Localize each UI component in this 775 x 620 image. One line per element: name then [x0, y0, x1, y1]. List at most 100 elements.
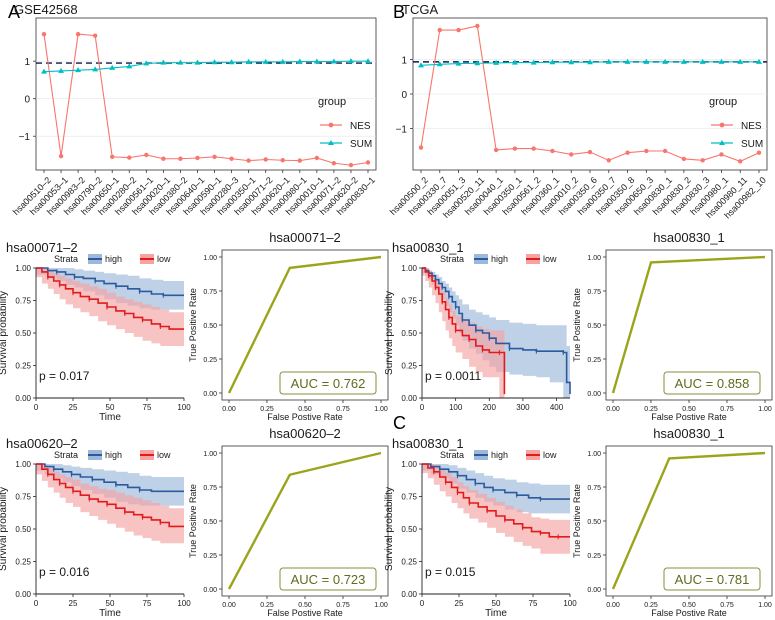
- x-tick-label: 1.00: [374, 602, 388, 609]
- x-tick-label: 0.25: [644, 602, 658, 609]
- data-point-sum: [330, 58, 337, 64]
- x-tick-label: 0: [34, 403, 39, 412]
- y-tick-label: 0.25: [401, 558, 417, 567]
- data-point-sum: [194, 59, 201, 65]
- y-tick-label: 1.00: [401, 460, 417, 469]
- data-point-sum: [245, 58, 252, 64]
- chart-roc3: hsa00620–2 0.00 0.25 0.50 0.75 1.00 0.00 0.25 0.…: [188, 426, 389, 618]
- data-point-sum: [365, 58, 371, 64]
- legend-label-nes: NES: [350, 121, 371, 132]
- panel-letter-c: C: [393, 413, 406, 433]
- data-point-nes: [280, 158, 285, 163]
- legend-marker: [719, 122, 725, 128]
- x-tick-label: 1.00: [374, 406, 388, 413]
- y-tick-label: 0.75: [587, 485, 601, 492]
- x-tick-label: 25: [69, 599, 78, 608]
- data-point-sum: [549, 59, 556, 65]
- y-tick-label: −1: [396, 125, 408, 136]
- x-axis-label: False Postive Rate: [267, 608, 343, 618]
- x-tick-label: 25: [455, 599, 464, 608]
- x-tick-label: 0.25: [260, 602, 274, 609]
- data-point-nes: [662, 148, 668, 154]
- y-tick-label: 0.00: [587, 391, 601, 398]
- y-tick-label: 0.50: [15, 329, 31, 338]
- y-tick-label: 0.00: [401, 394, 417, 403]
- data-point-sum: [643, 58, 650, 64]
- roc-curve: [227, 451, 382, 590]
- x-tick-label: 0: [420, 599, 425, 608]
- p-value: p = 0.016: [39, 565, 90, 579]
- y-tick-label: 0.25: [15, 362, 31, 371]
- y-tick-label: 0.00: [587, 587, 601, 594]
- x-tick-label: 0.00: [606, 406, 620, 413]
- chart-roc2: hsa00830_1 0.00 0.25 0.50 0.75 1.00 0.00 0.25 0.…: [572, 230, 773, 422]
- survival-curve-low: [36, 463, 184, 528]
- x-axis-label: Time: [485, 608, 507, 619]
- x-tick-label: 400: [550, 403, 564, 412]
- chart-title: hsa00071–2: [269, 230, 341, 245]
- x-axis-label: False Postive Rate: [651, 608, 727, 618]
- data-point-nes: [331, 161, 337, 166]
- p-value: p = 0.017: [39, 369, 90, 383]
- roc-curve: [611, 451, 766, 590]
- x-tick-label: 75: [143, 599, 152, 608]
- x-tick-label: 0.00: [222, 602, 236, 609]
- legend-label-high: high: [491, 254, 508, 264]
- y-axis-label: Survival probability: [0, 487, 9, 571]
- y-tick-label: 0.50: [401, 525, 417, 534]
- legend-marker: [328, 140, 334, 145]
- x-tick-label: 100: [177, 403, 191, 412]
- data-point-nes: [297, 158, 302, 163]
- x-tick-label: 1.00: [758, 602, 772, 609]
- chart-title: hsa00071–2: [6, 240, 78, 255]
- y-tick-label: 0.25: [203, 553, 217, 560]
- data-point-nes: [475, 23, 480, 29]
- x-axis-label: False Postive Rate: [651, 412, 727, 422]
- data-point-sum: [126, 63, 133, 69]
- data-point-nes: [212, 154, 217, 160]
- x-tick-label: 0.25: [260, 406, 274, 413]
- y-axis-label: Survival probability: [384, 487, 395, 571]
- data-point-nes: [127, 155, 132, 160]
- data-point-nes: [75, 31, 81, 37]
- x-tick-label: 75: [143, 403, 152, 412]
- auc-box: [663, 371, 761, 395]
- auc-label: AUC = 0.723: [291, 572, 366, 587]
- data-point-nes: [365, 160, 371, 165]
- data-point-nes: [348, 162, 354, 168]
- chart-title: TCGA: [402, 2, 438, 17]
- x-tick-label: 75: [529, 599, 538, 608]
- x-tick-label: 25: [69, 403, 78, 412]
- data-point-nes: [144, 152, 149, 158]
- y-axis-label: Survival probability: [384, 291, 395, 375]
- data-point-sum: [211, 59, 218, 65]
- y-tick-label: 0.00: [203, 587, 217, 594]
- data-point-sum: [347, 58, 354, 64]
- auc-box: [663, 567, 761, 591]
- y-tick-label: 0.75: [203, 289, 217, 296]
- x-tick-label: 0.25: [644, 406, 658, 413]
- y-tick-label: 1.00: [587, 451, 601, 458]
- legend-label-nes: NES: [741, 121, 762, 132]
- data-point-nes: [550, 148, 555, 154]
- chart-title: hsa00830_1: [392, 240, 464, 255]
- y-tick-label: 0.50: [587, 519, 601, 526]
- data-point-sum: [436, 61, 443, 67]
- data-point-nes: [493, 147, 499, 153]
- x-tick-label: 50: [106, 403, 115, 412]
- chart-title: hsa00830_1: [653, 426, 725, 441]
- data-point-nes: [738, 159, 743, 164]
- y-axis-label: True Positive Rate: [572, 288, 582, 362]
- data-point-sum: [58, 67, 65, 73]
- y-tick-label: 0.75: [401, 493, 417, 502]
- legend-title: Strata: [54, 254, 78, 264]
- x-axis-label: Time: [99, 608, 121, 619]
- survival-curve-low: [36, 267, 184, 330]
- legend-label-high: high: [105, 450, 122, 460]
- data-point-sum: [493, 59, 500, 65]
- data-point-sum: [262, 58, 269, 64]
